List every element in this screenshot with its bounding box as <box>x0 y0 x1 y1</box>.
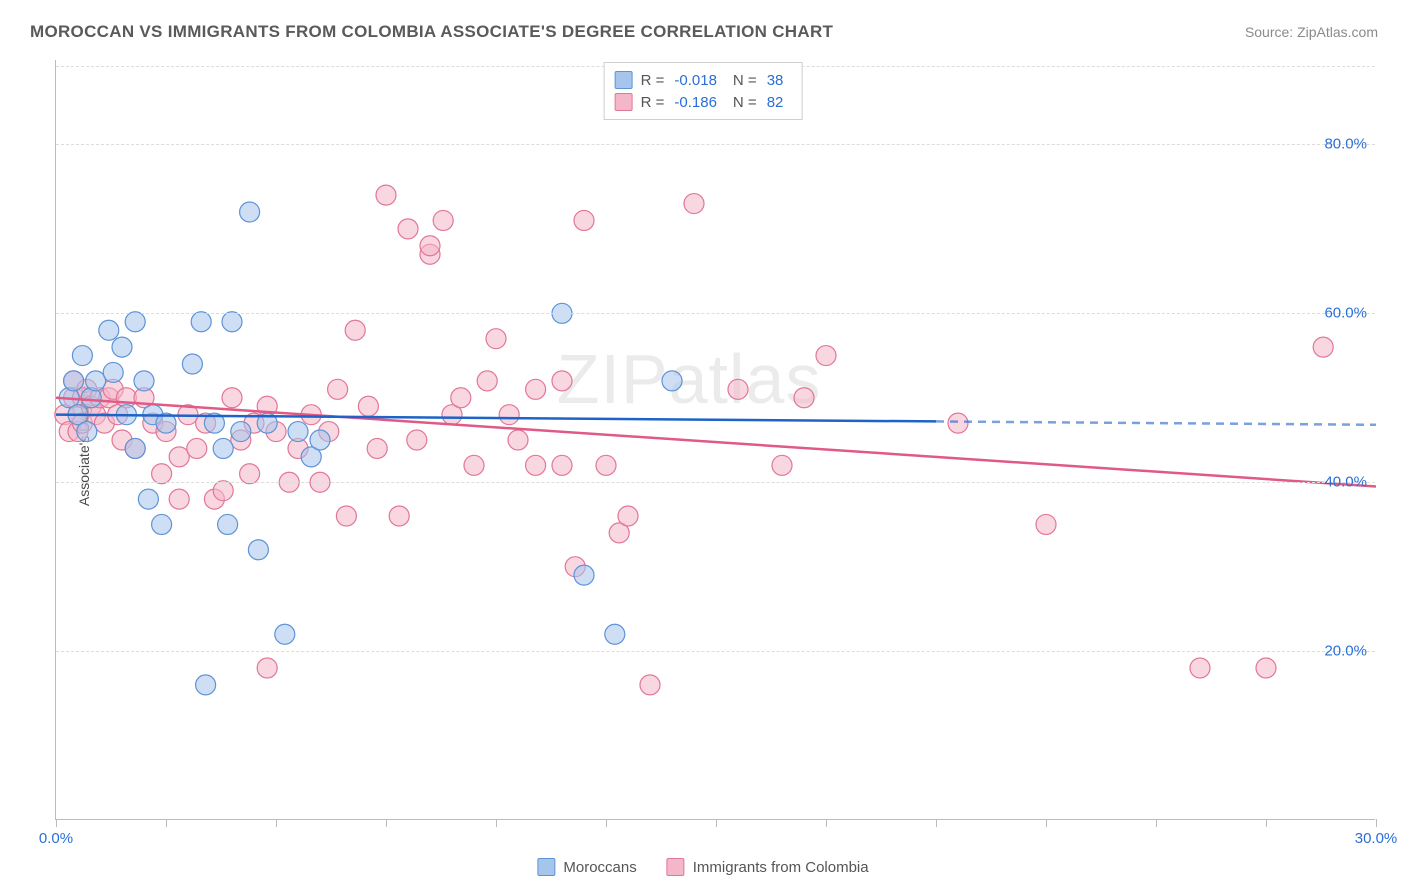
legend-item-moroccans: Moroccans <box>537 858 636 876</box>
swatch-moroccans <box>537 858 555 876</box>
swatch-colombians <box>615 93 633 111</box>
legend-label: Moroccans <box>563 859 636 876</box>
r-value-moroccans: -0.018 <box>674 72 717 89</box>
n-value-moroccans: 38 <box>767 72 784 89</box>
y-tick-label: 60.0% <box>1324 305 1367 322</box>
swatch-colombians <box>667 858 685 876</box>
chart-title: MOROCCAN VS IMMIGRANTS FROM COLOMBIA ASS… <box>30 22 833 42</box>
n-label: N = <box>733 94 757 111</box>
x-tick-label: 0.0% <box>39 830 73 847</box>
correlation-legend: R = -0.018 N = 38 R = -0.186 N = 82 <box>604 62 803 120</box>
source-label: Source: ZipAtlas.com <box>1245 24 1378 40</box>
legend-item-colombians: Immigrants from Colombia <box>667 858 869 876</box>
swatch-moroccans <box>615 71 633 89</box>
n-label: N = <box>733 72 757 89</box>
x-tick-label: 30.0% <box>1355 830 1398 847</box>
legend-row-moroccans: R = -0.018 N = 38 <box>615 69 792 91</box>
r-value-colombians: -0.186 <box>674 94 717 111</box>
y-tick-label: 80.0% <box>1324 136 1367 153</box>
scatter-plot-svg <box>56 60 1375 819</box>
series-legend: Moroccans Immigrants from Colombia <box>537 858 868 876</box>
plot-area: ZIPatlas 20.0%40.0%60.0%80.0%0.0%30.0% <box>55 60 1375 820</box>
legend-label: Immigrants from Colombia <box>693 859 869 876</box>
y-tick-label: 40.0% <box>1324 474 1367 491</box>
r-label: R = <box>641 94 665 111</box>
legend-row-colombians: R = -0.186 N = 82 <box>615 91 792 113</box>
n-value-colombians: 82 <box>767 94 784 111</box>
y-tick-label: 20.0% <box>1324 643 1367 660</box>
r-label: R = <box>641 72 665 89</box>
